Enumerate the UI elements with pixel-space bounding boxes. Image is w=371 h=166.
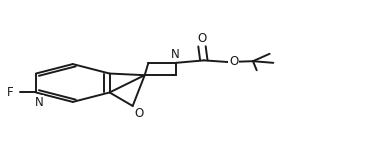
Text: O: O — [197, 32, 207, 45]
Text: O: O — [135, 107, 144, 120]
Text: N: N — [171, 48, 179, 61]
Text: O: O — [229, 55, 238, 68]
Text: F: F — [6, 86, 13, 99]
Text: N: N — [35, 96, 43, 109]
